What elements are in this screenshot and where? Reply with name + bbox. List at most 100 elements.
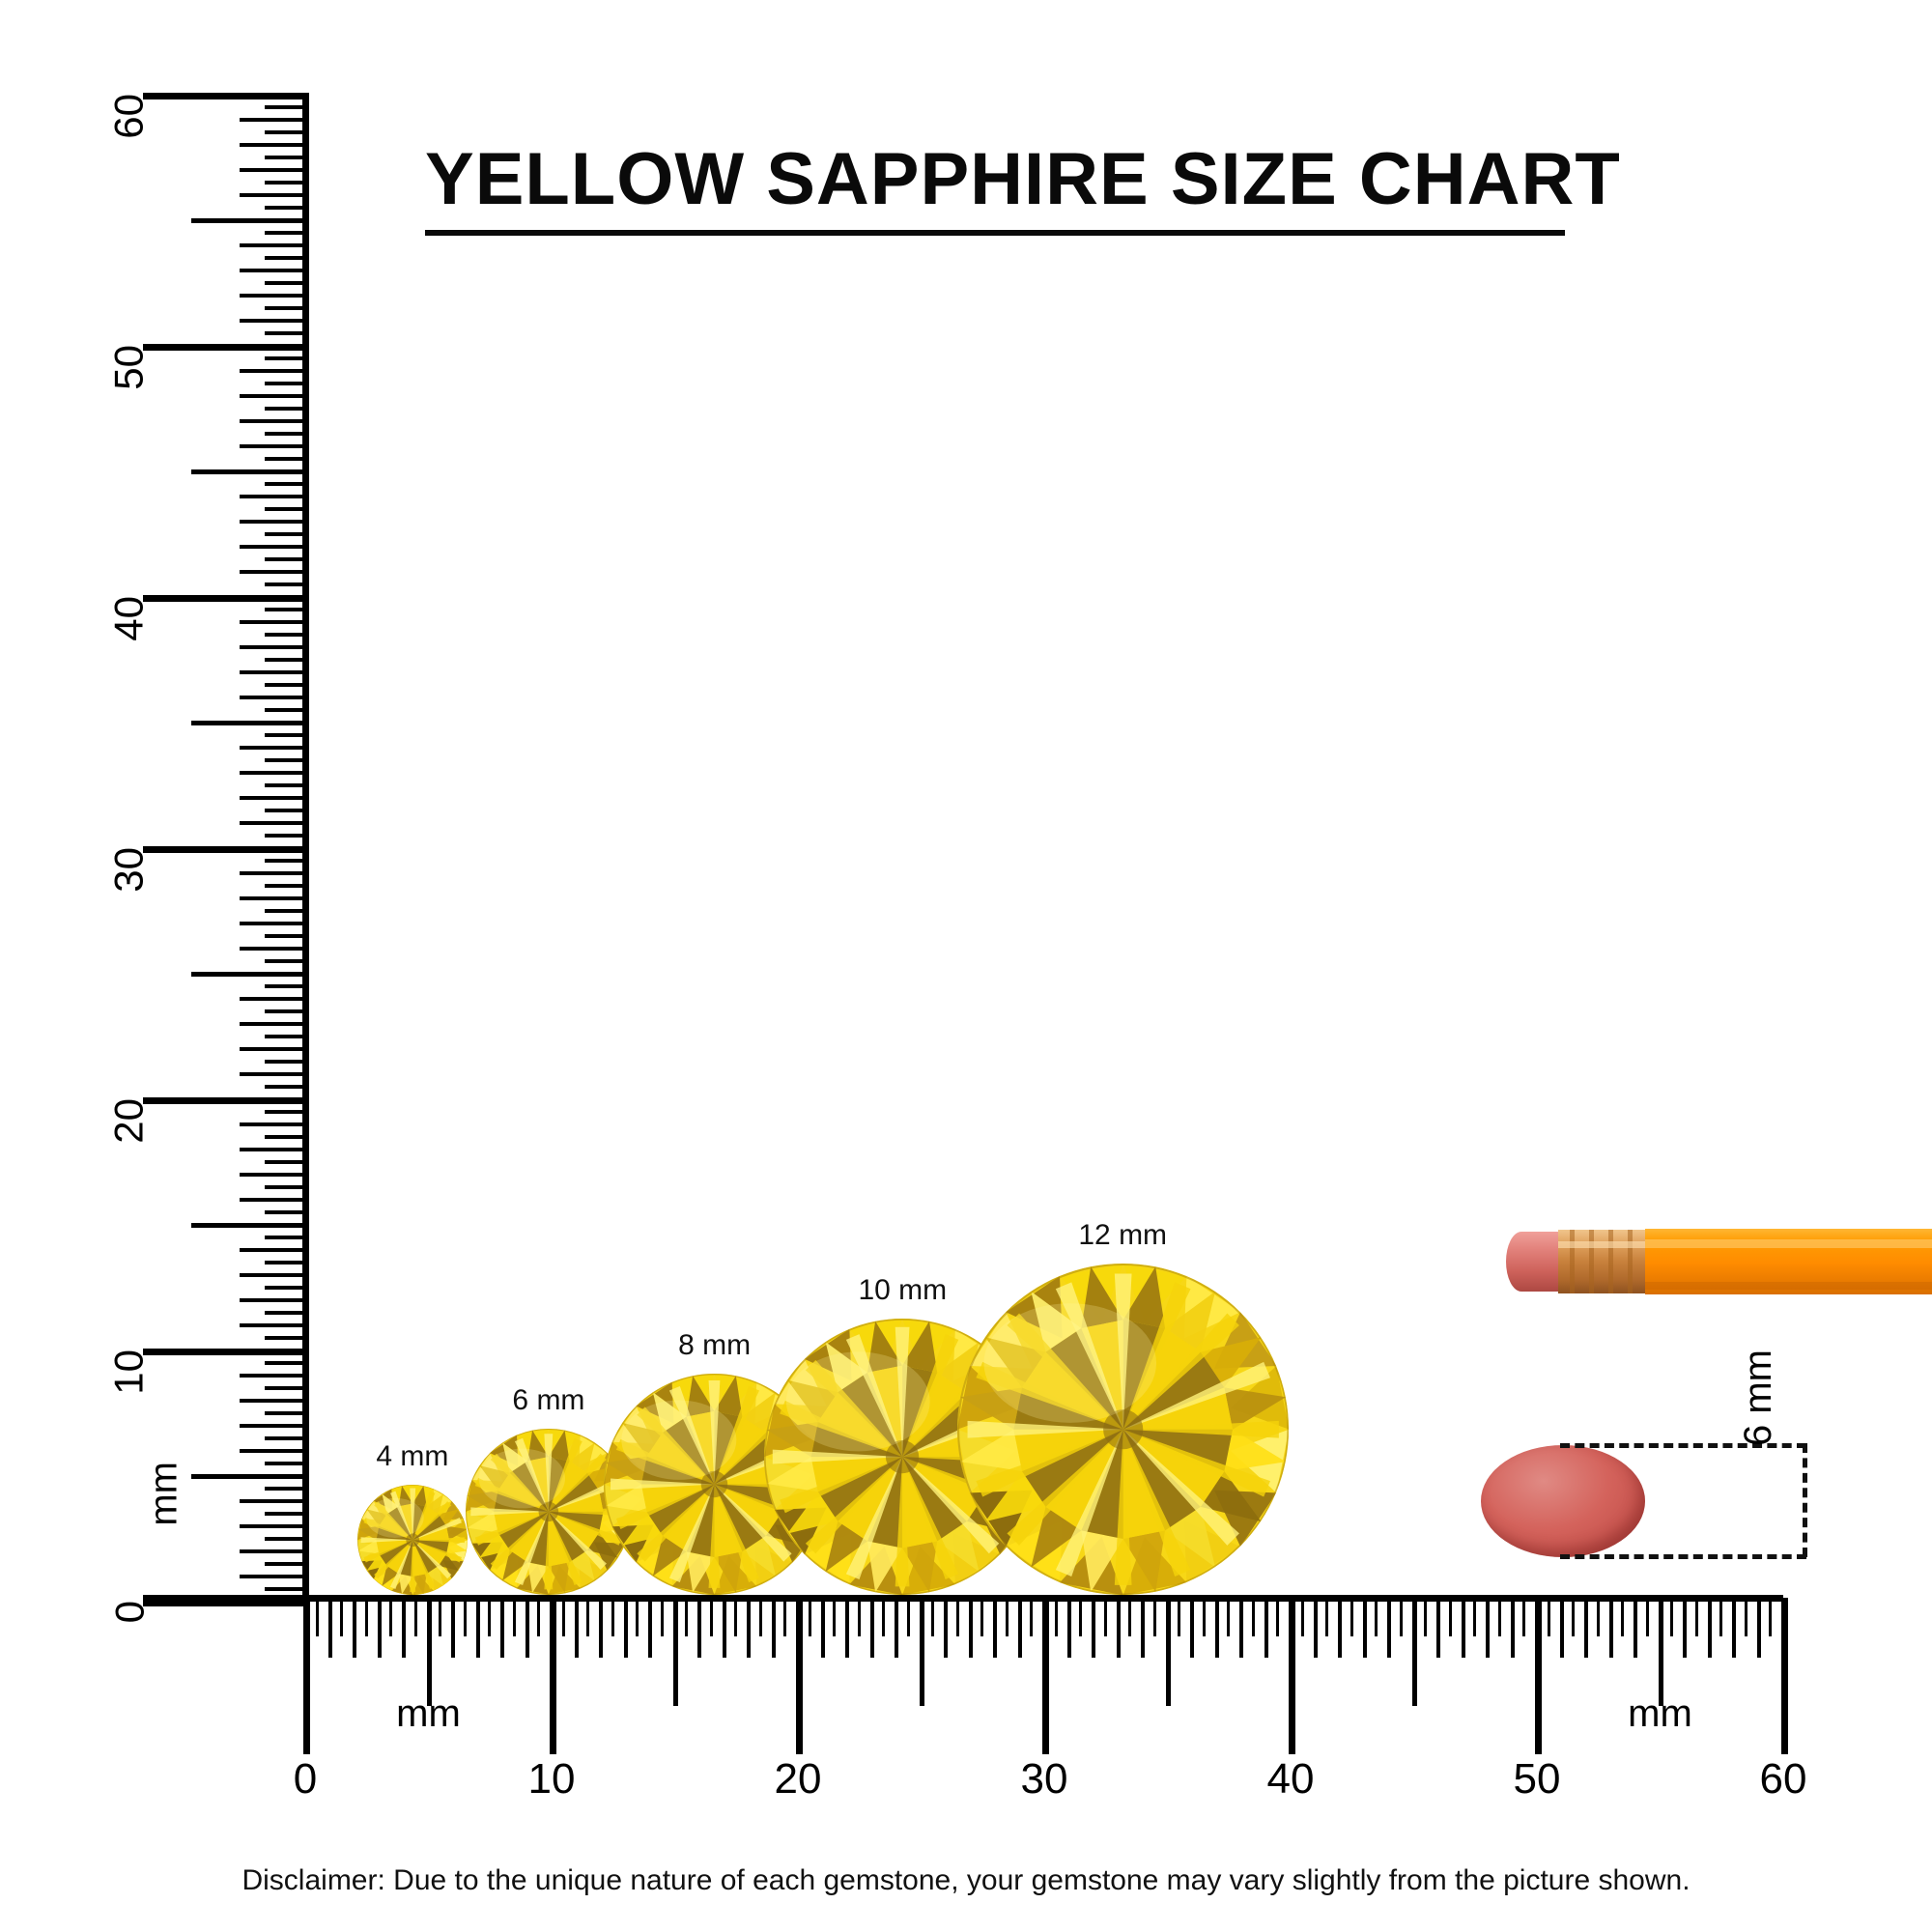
- hruler-tick-mid: [1411, 1598, 1417, 1706]
- hruler-tick-tiny: [1128, 1598, 1132, 1636]
- horizontal-ruler-spine: [143, 1595, 1783, 1602]
- hruler-tick-tiny: [685, 1598, 689, 1636]
- hruler-label-30: 30: [1020, 1755, 1068, 1803]
- horizontal-ruler: 0 10 20 30 40 50 60 mm mm: [294, 1598, 1806, 1801]
- vruler-tick-minor: [240, 369, 309, 373]
- hruler-tick-tiny: [1522, 1598, 1526, 1636]
- hruler-tick-tiny: [611, 1598, 614, 1636]
- vruler-tick-minor: [240, 1072, 309, 1076]
- hruler-label-40: 40: [1266, 1755, 1315, 1803]
- hruler-tick-tiny: [439, 1598, 442, 1636]
- hruler-tick-minor: [869, 1598, 874, 1658]
- hruler-tick-mid: [1165, 1598, 1171, 1706]
- vruler-tick-tiny: [265, 1210, 309, 1214]
- vruler-tick-tiny: [265, 984, 309, 988]
- hruler-tick-tiny: [906, 1598, 910, 1636]
- vruler-tick-tiny: [265, 507, 309, 511]
- vruler-tick-minor: [240, 1524, 309, 1528]
- vruler-tick-tiny: [265, 1436, 309, 1440]
- hruler-tick-minor: [525, 1598, 529, 1658]
- vruler-tick-tiny: [265, 1009, 309, 1013]
- hruler-tick-minor: [1066, 1598, 1071, 1658]
- hruler-tick-tiny: [512, 1598, 516, 1636]
- vruler-tick-tiny: [265, 884, 309, 888]
- hruler-tick-tiny: [1325, 1598, 1329, 1636]
- hruler-tick-tiny: [808, 1598, 811, 1636]
- vruler-label-30: 30: [106, 847, 152, 893]
- gemstone-label-12mm: 12 mm: [1078, 1218, 1168, 1251]
- hruler-tick-minor: [327, 1598, 332, 1658]
- vruler-tick-tiny: [265, 683, 309, 687]
- hruler-tick-tiny: [389, 1598, 393, 1636]
- vruler-tick-minor: [240, 1022, 309, 1026]
- hruler-tick-tiny: [1694, 1598, 1698, 1636]
- vruler-label-10: 10: [106, 1350, 152, 1395]
- vruler-tick-minor: [240, 746, 309, 750]
- hruler-label-60: 60: [1759, 1755, 1807, 1803]
- vruler-tick-minor: [240, 495, 309, 498]
- vruler-tick-tiny: [265, 482, 309, 486]
- gemstone-label-8mm: 8 mm: [678, 1329, 752, 1362]
- hruler-tick-major: [1781, 1598, 1788, 1754]
- hruler-label-10: 10: [527, 1755, 576, 1803]
- vruler-tick-major: [143, 1600, 309, 1606]
- vruler-tick-minor: [240, 1198, 309, 1202]
- hruler-tick-tiny: [1251, 1598, 1255, 1636]
- hruler-tick-tiny: [364, 1598, 368, 1636]
- hruler-tick-minor: [648, 1598, 652, 1658]
- vruler-tick-minor: [240, 1248, 309, 1252]
- vruler-tick-minor: [240, 696, 309, 699]
- pencil-icon: [1506, 1229, 1932, 1294]
- vruler-tick-minor: [240, 394, 309, 398]
- vruler-tick-minor: [240, 243, 309, 247]
- vruler-tick-tiny: [265, 1160, 309, 1164]
- hruler-unit-label-left: mm: [396, 1692, 461, 1735]
- disclaimer-text: Disclaimer: Due to the unique nature of …: [242, 1864, 1690, 1896]
- vruler-tick-minor: [240, 168, 309, 172]
- vruler-tick-mid: [191, 1223, 309, 1228]
- dimension-line-top: [1560, 1443, 1806, 1448]
- vruler-tick-tiny: [265, 1587, 309, 1591]
- vruler-tick-tiny: [265, 582, 309, 586]
- eraser-dimension-label: 6 mm: [1737, 1350, 1779, 1446]
- hruler-tick-tiny: [882, 1598, 886, 1636]
- vruler-tick-tiny: [265, 1311, 309, 1315]
- vruler-tick-major: [143, 595, 309, 602]
- gemstone-12mm[interactable]: [956, 1263, 1289, 1595]
- vruler-tick-tiny: [265, 1537, 309, 1541]
- vruler-tick-tiny: [265, 658, 309, 662]
- vruler-tick-tiny: [265, 557, 309, 561]
- vruler-unit-label: mm: [143, 1462, 185, 1526]
- vruler-tick-tiny: [265, 1185, 309, 1189]
- vruler-tick-minor: [240, 1273, 309, 1277]
- hruler-tick-minor: [1436, 1598, 1440, 1658]
- hruler-tick-tiny: [1350, 1598, 1353, 1636]
- hruler-tick-minor: [697, 1598, 701, 1658]
- vruler-tick-minor: [240, 1173, 309, 1177]
- gemstone-4mm[interactable]: [356, 1484, 469, 1595]
- hruler-tick-tiny: [1670, 1598, 1674, 1636]
- vruler-tick-tiny: [265, 256, 309, 260]
- hruler-tick-tiny: [1473, 1598, 1477, 1636]
- hruler-tick-minor: [1707, 1598, 1712, 1658]
- title-text: YELLOW SAPPHIRE SIZE CHART: [425, 138, 1621, 220]
- gemstone-6mm[interactable]: [466, 1429, 632, 1595]
- hruler-tick-minor: [1461, 1598, 1465, 1658]
- hruler-tick-tiny: [488, 1598, 492, 1636]
- hruler-label-50: 50: [1513, 1755, 1561, 1803]
- hruler-tick-tiny: [1375, 1598, 1378, 1636]
- vruler-tick-major: [143, 344, 309, 351]
- vruler-tick-tiny: [265, 834, 309, 838]
- hruler-tick-tiny: [1497, 1598, 1501, 1636]
- hruler-tick-minor: [722, 1598, 726, 1658]
- hruler-tick-minor: [1116, 1598, 1121, 1658]
- vruler-tick-tiny: [265, 105, 309, 109]
- hruler-tick-minor: [353, 1598, 356, 1658]
- hruler-tick-tiny: [931, 1598, 935, 1636]
- vruler-tick-tiny: [265, 457, 309, 461]
- vruler-tick-minor: [240, 1323, 309, 1327]
- hruler-tick-tiny: [833, 1598, 837, 1636]
- hruler-tick-minor: [1559, 1598, 1564, 1658]
- hruler-tick-tiny: [1547, 1598, 1550, 1636]
- vruler-tick-tiny: [265, 281, 309, 285]
